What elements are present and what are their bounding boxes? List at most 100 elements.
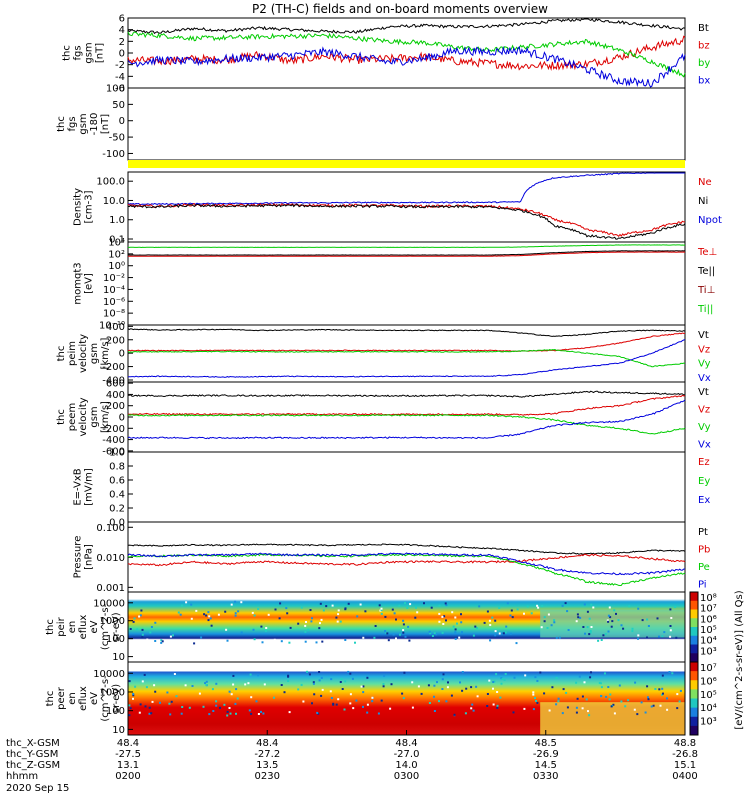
y-tick-label: 100 — [106, 634, 125, 645]
x-row-value: 0230 — [255, 771, 280, 782]
spectrogram-speck — [669, 629, 672, 632]
legend-entry: bz — [698, 41, 710, 52]
spectrogram-speck — [229, 712, 232, 715]
spectrogram-speck — [286, 612, 289, 615]
spectrogram-speck — [567, 629, 570, 631]
figure-title: P2 (TH-C) fields and on-board moments ov… — [252, 2, 548, 16]
spectrogram-speck — [344, 639, 347, 641]
spectrogram-speck — [611, 620, 614, 623]
spectrogram-speck — [312, 682, 315, 685]
spectrogram-speck — [356, 615, 359, 618]
panel-frame — [127, 324, 686, 383]
spectrogram-speck — [445, 619, 447, 622]
spectrogram-speck — [260, 710, 262, 713]
spectrogram-speck — [320, 694, 323, 697]
spectrogram-speck — [202, 705, 205, 708]
spectrogram-speck — [634, 681, 637, 684]
y-tick-label: 0.0 — [109, 518, 125, 529]
spectrogram-speck — [670, 617, 673, 619]
spectrogram-speck — [618, 684, 621, 687]
spectrogram-speck — [166, 691, 169, 694]
spectrogram-speck — [461, 689, 464, 692]
series-peem-Vy — [127, 413, 686, 435]
spectrogram-speck — [257, 608, 260, 610]
y-axis-label-line: (cm^2-s- — [100, 675, 111, 722]
spectrogram-speck — [360, 685, 363, 688]
spectrogram-speck — [200, 636, 203, 639]
spectrogram-speck — [340, 678, 343, 680]
spectrogram-speck — [582, 626, 585, 628]
spectrogram-speck — [257, 713, 260, 715]
spectrogram-speck — [675, 636, 678, 639]
y-tick-label: 0.2 — [109, 504, 125, 515]
spectrogram-speck — [355, 699, 358, 702]
spectrogram-speck — [428, 702, 431, 704]
series-fgs-bx — [127, 45, 686, 88]
spectrogram-speck — [149, 631, 152, 634]
colorbar-tick: 10³ — [700, 717, 717, 728]
colorbar-swatch — [690, 592, 698, 602]
spectrogram-speck — [494, 634, 497, 637]
spectrogram-speck — [261, 641, 264, 644]
spectrogram-speck — [663, 631, 666, 634]
spectrogram-speck — [646, 685, 649, 688]
y-tick-label: -600 — [102, 446, 125, 457]
spectrogram-speck — [661, 674, 664, 677]
spectrogram-speck — [658, 635, 660, 638]
spectrogram-speck — [636, 713, 639, 716]
y-tick-label: 0.010 — [96, 553, 125, 564]
spectrogram-speck — [557, 700, 560, 703]
colorbar-tick: 10⁴ — [700, 703, 717, 714]
spectrogram-speck — [141, 680, 144, 683]
spectrogram-speck — [661, 635, 664, 638]
spectrogram-speck — [387, 639, 390, 642]
spectrogram-speck — [555, 677, 558, 679]
spectrogram-speck — [234, 614, 237, 617]
spectrogram-speck — [460, 621, 463, 624]
series-peem-Vz — [127, 394, 685, 416]
spectrogram-speck — [404, 635, 407, 638]
spectrogram-speck — [406, 606, 409, 609]
spectrogram-speck — [380, 699, 383, 702]
y-tick-label: 10⁻⁸ — [103, 309, 125, 320]
legend-entry: Te⊥ — [697, 247, 717, 258]
spectrogram-speck — [401, 692, 404, 695]
spectrogram-speck — [139, 703, 142, 706]
spectrogram-speck — [306, 670, 309, 673]
y-tick-label: 0.1 — [109, 235, 125, 246]
spectrogram-speck — [668, 671, 671, 673]
x-row-value: 48.4 — [117, 738, 139, 749]
spectrogram-speck — [366, 676, 369, 679]
spectrogram-speck — [180, 712, 183, 715]
spectrogram-speck — [188, 706, 191, 709]
spectrogram-speck — [212, 710, 215, 712]
spectrogram-speck — [362, 705, 364, 708]
x-row-value: 14.5 — [535, 760, 557, 771]
spectrogram-speck — [600, 686, 603, 689]
spectrogram-speck — [523, 612, 525, 615]
colorbar-swatch — [690, 707, 698, 718]
spectrogram-speck — [551, 686, 554, 689]
y-tick-label: 10² — [108, 249, 125, 260]
spectrogram-speck — [631, 630, 634, 633]
spectrogram-speck — [650, 705, 653, 708]
spectrogram-speck — [384, 630, 387, 633]
spectrogram-speck — [445, 604, 448, 607]
y-axis-label-line: thc — [56, 346, 67, 362]
spectrogram-speck — [138, 711, 141, 714]
spectrogram-speck — [557, 697, 560, 700]
y-tick-label: -2 — [115, 60, 125, 71]
spectrogram-speck — [454, 637, 457, 640]
colorbar-frame — [689, 661, 699, 736]
spectrogram-speck — [393, 612, 396, 615]
spectrogram-speck — [251, 611, 254, 614]
spectrogram-speck — [219, 706, 221, 709]
spectrogram-speck — [234, 600, 237, 603]
spectrogram-speck — [395, 637, 397, 640]
x-row-label: thc_X-GSM — [6, 738, 60, 749]
spectrogram-speck — [577, 616, 580, 619]
x-row-value: 13.1 — [117, 760, 139, 771]
spectrogram-speck — [513, 676, 516, 679]
y-axis-label: thc peir en eflux eV (cm^2-s-sr-eV) — [45, 603, 122, 650]
